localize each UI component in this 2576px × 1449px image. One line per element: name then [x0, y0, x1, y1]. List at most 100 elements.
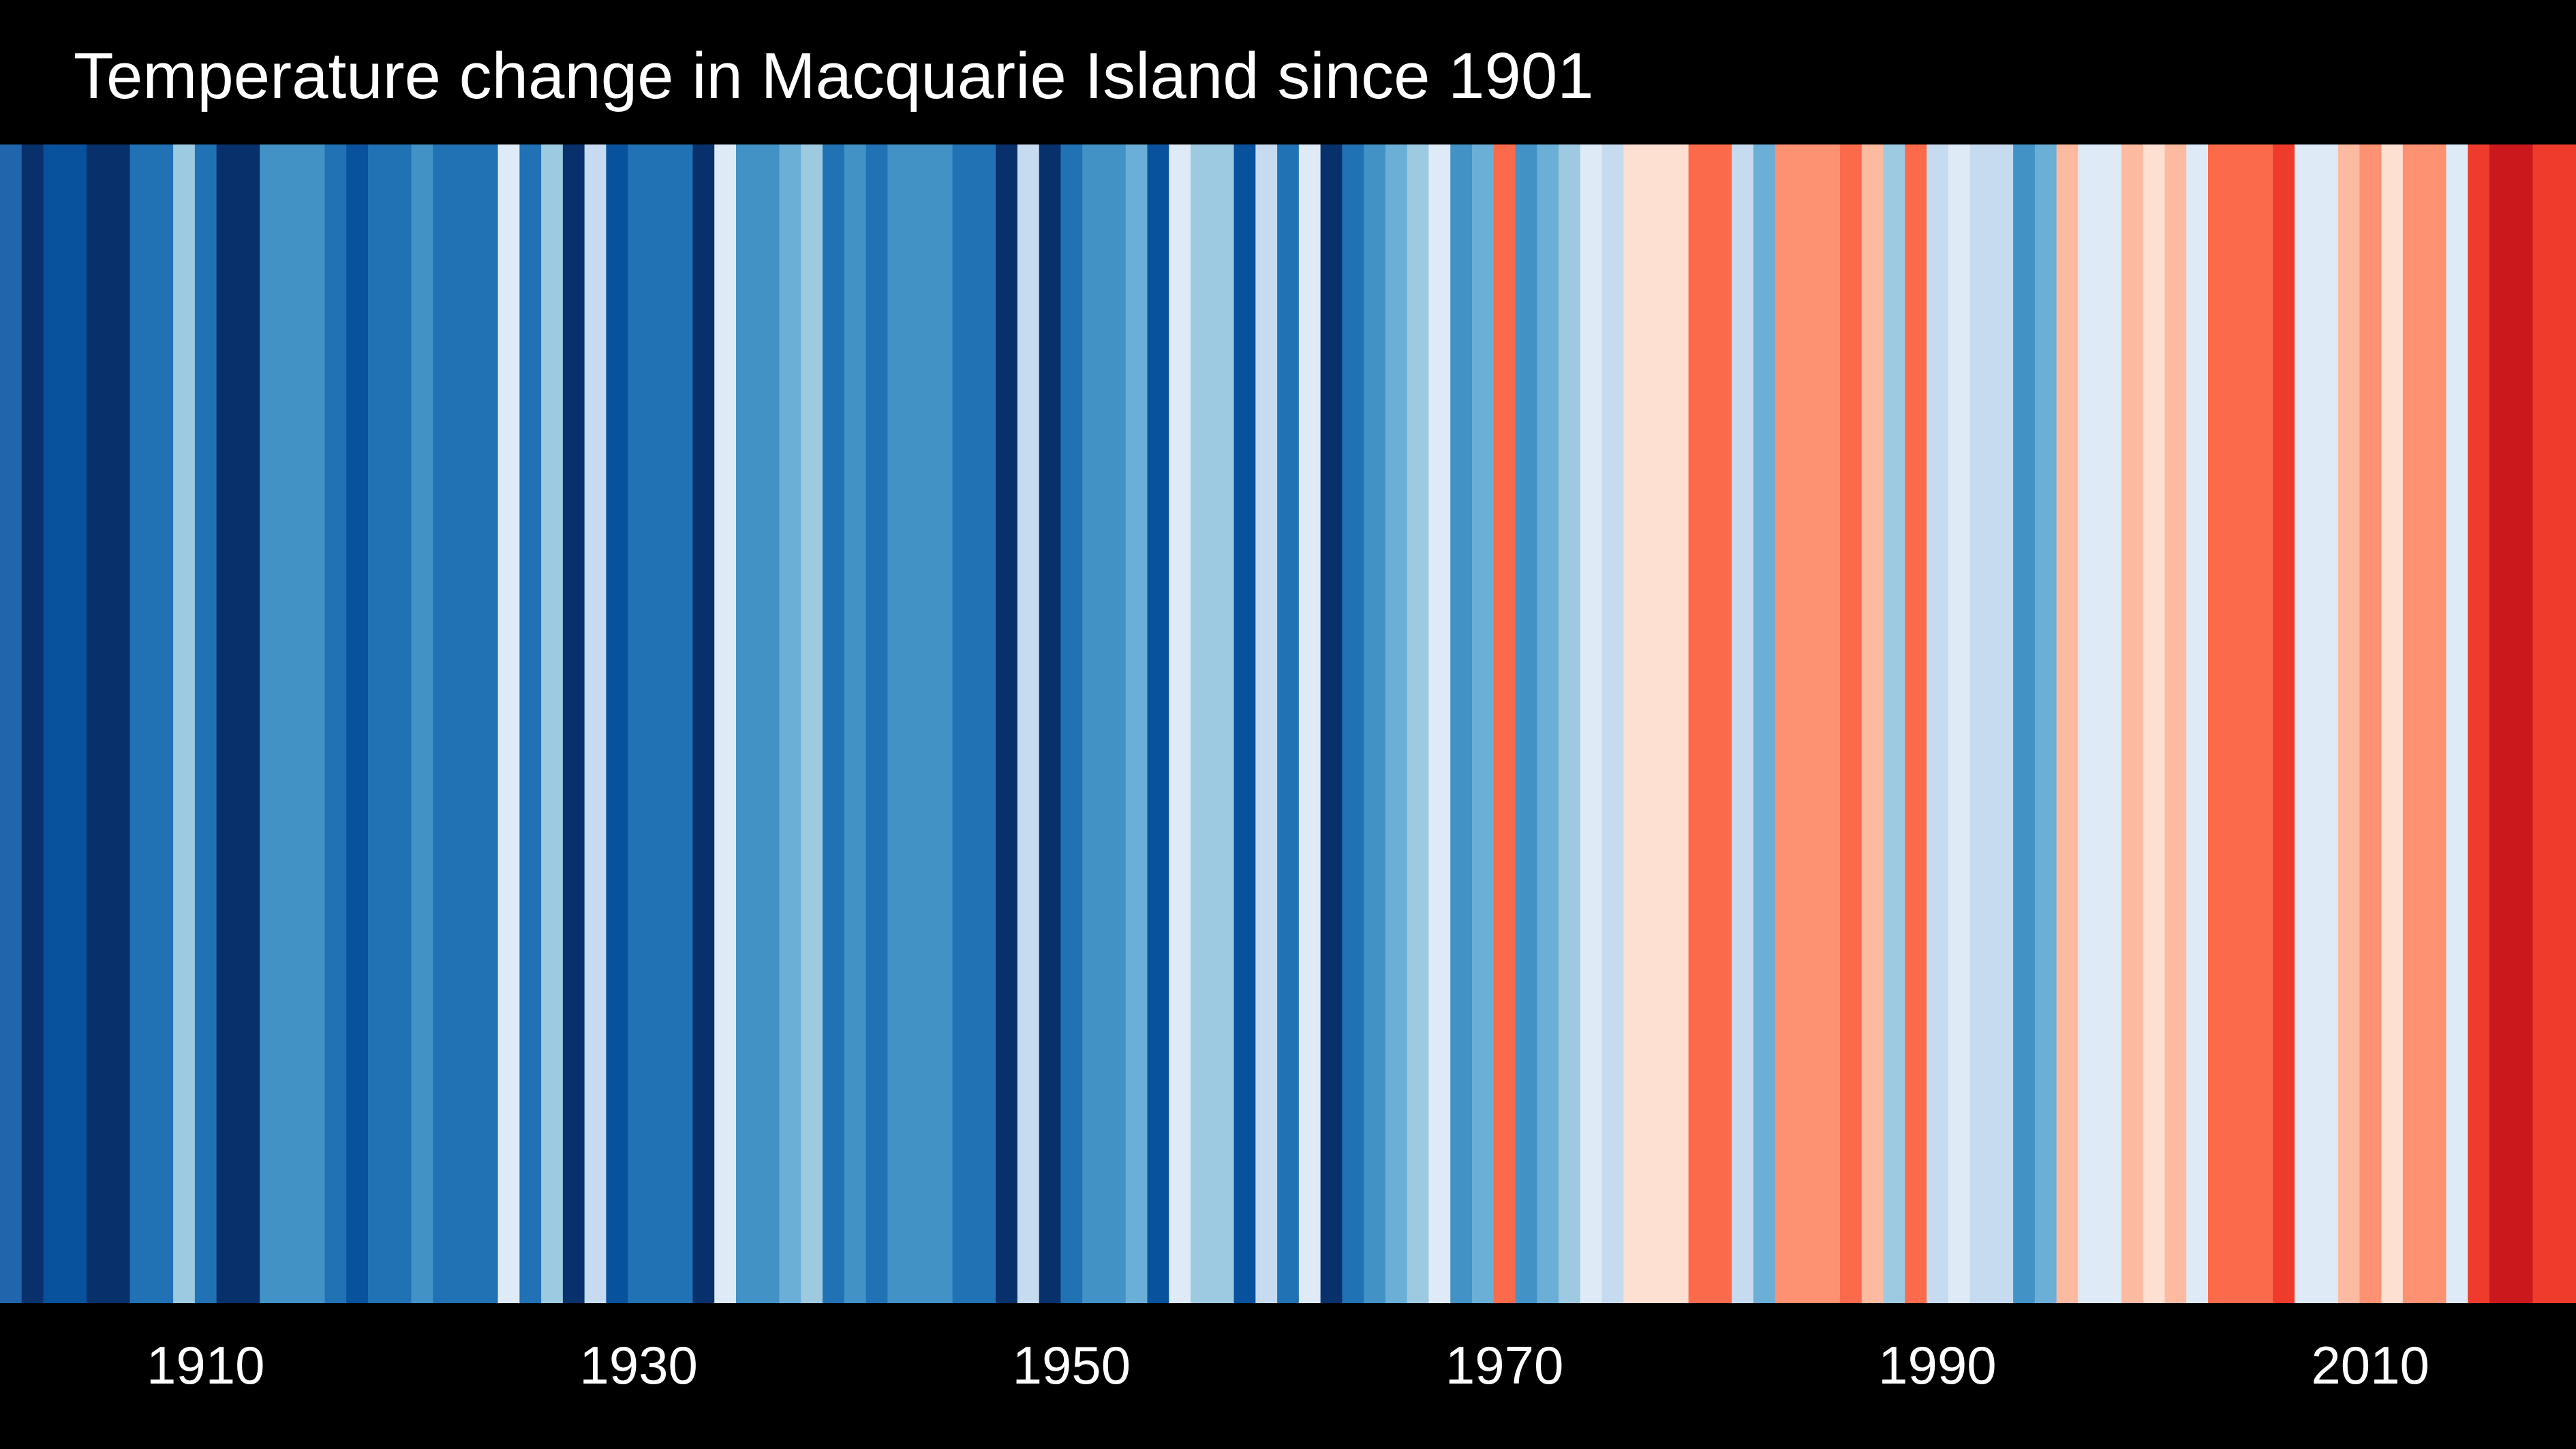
stripe-1963	[1342, 144, 1364, 1303]
stripe-1937	[779, 144, 801, 1303]
stripe-2007	[2295, 144, 2317, 1303]
stripes-group	[0, 144, 2576, 1303]
stripe-1951	[1082, 144, 1105, 1303]
stripe-1956	[1191, 144, 1213, 1303]
stripe-1950	[1060, 144, 1083, 1303]
x-tick-label: 1970	[1445, 1335, 1564, 1395]
stripe-2013	[2424, 144, 2447, 1303]
stripe-2000	[2143, 144, 2166, 1303]
stripe-1999	[2121, 144, 2144, 1303]
stripe-1921	[433, 144, 455, 1303]
x-tick-label: 1950	[1013, 1335, 1131, 1395]
stripe-1980	[1710, 144, 1732, 1303]
stripe-1952	[1104, 144, 1126, 1303]
stripe-1918	[368, 144, 390, 1303]
stripe-1927	[562, 144, 585, 1303]
stripe-1998	[2100, 144, 2122, 1303]
stripe-1997	[2078, 144, 2100, 1303]
stripe-1916	[324, 144, 347, 1303]
stripe-1977	[1645, 144, 1668, 1303]
stripe-1964	[1364, 144, 1386, 1303]
stripe-1912	[238, 144, 260, 1303]
stripe-1979	[1688, 144, 1711, 1303]
stripe-1922	[455, 144, 477, 1303]
stripe-1904	[65, 144, 87, 1303]
stripe-1946	[974, 144, 996, 1303]
stripe-2006	[2273, 144, 2295, 1303]
stripe-1970	[1493, 144, 1516, 1303]
stripe-1968	[1450, 144, 1473, 1303]
stripe-2014	[2446, 144, 2468, 1303]
stripe-2012	[2402, 144, 2425, 1303]
stripe-1972	[1537, 144, 1559, 1303]
stripe-1935	[736, 144, 758, 1303]
stripe-1936	[757, 144, 780, 1303]
stripe-1990	[1927, 144, 1949, 1303]
chart-title: Temperature change in Macquarie Island s…	[74, 40, 1594, 112]
stripe-2003	[2208, 144, 2230, 1303]
stripe-2017	[2511, 144, 2534, 1303]
stripe-1930	[628, 144, 650, 1303]
x-tick-label: 1930	[579, 1335, 698, 1395]
stripe-1982	[1753, 144, 1776, 1303]
stripe-2002	[2186, 144, 2209, 1303]
stripe-1978	[1666, 144, 1689, 1303]
stripe-1903	[43, 144, 65, 1303]
stripe-1973	[1559, 144, 1581, 1303]
stripe-1902	[21, 144, 44, 1303]
stripe-1919	[389, 144, 412, 1303]
stripe-1965	[1385, 144, 1408, 1303]
stripe-1987	[1861, 144, 1884, 1303]
stripe-2015	[2468, 144, 2490, 1303]
stripe-1984	[1796, 144, 1819, 1303]
stripe-1974	[1580, 144, 1603, 1303]
stripe-1941	[865, 144, 888, 1303]
stripe-1923	[476, 144, 499, 1303]
stripe-1934	[714, 144, 737, 1303]
stripe-1959	[1255, 144, 1278, 1303]
stripe-1962	[1320, 144, 1343, 1303]
stripe-1931	[649, 144, 672, 1303]
stripe-1981	[1732, 144, 1754, 1303]
stripe-1924	[497, 144, 520, 1303]
stripe-1976	[1623, 144, 1646, 1303]
stripe-1926	[541, 144, 564, 1303]
stripe-1989	[1905, 144, 1927, 1303]
stripe-1913	[260, 144, 282, 1303]
stripe-1909	[173, 144, 196, 1303]
stripe-1943	[909, 144, 932, 1303]
stripe-1966	[1407, 144, 1430, 1303]
x-axis-ticks: 1910 1930 1950 1970 1990 2010	[147, 1335, 2429, 1395]
stripe-1917	[346, 144, 369, 1303]
stripe-2008	[2316, 144, 2339, 1303]
stripe-1905	[87, 144, 109, 1303]
stripe-2001	[2164, 144, 2187, 1303]
stripe-1988	[1883, 144, 1905, 1303]
stripe-1933	[692, 144, 715, 1303]
stripe-1975	[1601, 144, 1624, 1303]
stripe-1955	[1169, 144, 1191, 1303]
stripe-1995	[2034, 144, 2057, 1303]
stripe-1908	[151, 144, 174, 1303]
stripe-1983	[1775, 144, 1798, 1303]
stripe-1969	[1472, 144, 1494, 1303]
stripe-1942	[887, 144, 910, 1303]
stripe-1960	[1277, 144, 1300, 1303]
stripe-1967	[1428, 144, 1451, 1303]
stripe-2004	[2229, 144, 2252, 1303]
stripe-1914	[281, 144, 304, 1303]
stripe-1961	[1298, 144, 1321, 1303]
stripe-1954	[1147, 144, 1169, 1303]
stripe-1949	[1039, 144, 1062, 1303]
stripe-2009	[2337, 144, 2360, 1303]
stripe-1958	[1233, 144, 1256, 1303]
x-tick-label: 1910	[147, 1335, 265, 1395]
stripe-1948	[1017, 144, 1040, 1303]
stripe-1991	[1948, 144, 1971, 1303]
stripe-1996	[2056, 144, 2079, 1303]
stripe-1907	[129, 144, 152, 1303]
stripe-1993	[1991, 144, 2014, 1303]
stripe-1945	[952, 144, 975, 1303]
stripe-1947	[996, 144, 1018, 1303]
